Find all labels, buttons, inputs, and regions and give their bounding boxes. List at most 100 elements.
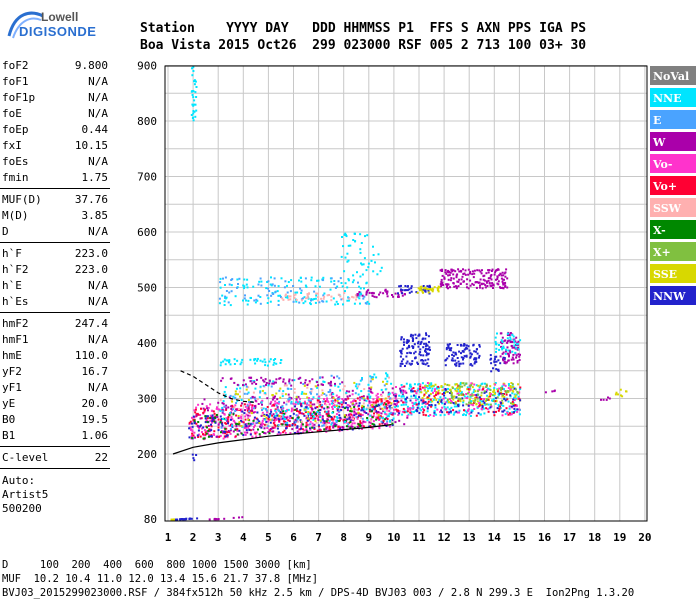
data-point xyxy=(497,409,500,412)
data-point xyxy=(503,361,506,363)
data-point xyxy=(356,426,359,428)
data-point xyxy=(291,379,294,382)
data-point xyxy=(503,397,506,400)
data-point xyxy=(395,404,398,407)
data-point xyxy=(411,360,414,363)
data-point xyxy=(489,403,492,406)
param-name: yF1 xyxy=(2,381,22,394)
data-point xyxy=(422,407,425,410)
data-point xyxy=(267,431,270,433)
data-point xyxy=(371,405,373,408)
data-point xyxy=(295,298,298,301)
data-point xyxy=(384,418,387,421)
data-point xyxy=(280,277,283,280)
data-point xyxy=(264,378,267,381)
data-point xyxy=(316,429,319,432)
data-point xyxy=(481,287,484,290)
data-point xyxy=(447,278,450,281)
data-point xyxy=(474,390,477,393)
data-point xyxy=(193,422,196,425)
data-point xyxy=(421,386,424,389)
param-row: hmF1 N/A xyxy=(2,332,108,348)
data-point xyxy=(230,408,233,410)
data-point xyxy=(245,413,248,416)
data-point xyxy=(278,421,281,423)
data-point xyxy=(306,295,309,298)
data-point xyxy=(391,391,394,394)
data-point xyxy=(414,395,417,398)
param-row: fxI 10.15 xyxy=(2,138,108,154)
data-point xyxy=(381,407,384,410)
data-point xyxy=(330,423,333,426)
data-point xyxy=(355,408,358,411)
param-name: h`F xyxy=(2,247,22,260)
data-point xyxy=(419,286,422,289)
data-point xyxy=(253,431,256,434)
data-point xyxy=(433,395,436,398)
data-point xyxy=(256,418,259,421)
data-point xyxy=(322,380,325,383)
data-point xyxy=(347,404,350,407)
data-point xyxy=(436,408,439,411)
data-point xyxy=(501,414,504,417)
data-point xyxy=(479,286,481,289)
data-point xyxy=(303,296,306,299)
param-name: MUF(D) xyxy=(2,193,42,206)
data-point xyxy=(341,398,344,400)
data-point xyxy=(224,386,227,389)
data-point xyxy=(366,397,369,400)
data-point xyxy=(188,423,191,425)
data-point xyxy=(351,295,354,298)
data-point xyxy=(250,412,253,415)
data-point xyxy=(505,348,507,351)
data-point xyxy=(358,291,361,294)
data-point xyxy=(406,289,409,292)
data-point xyxy=(346,252,349,255)
param-divider xyxy=(0,188,110,189)
data-point xyxy=(408,288,411,291)
data-point xyxy=(510,382,513,384)
data-point xyxy=(361,294,364,297)
data-point xyxy=(428,394,431,397)
data-point xyxy=(274,402,277,405)
data-point xyxy=(250,379,253,382)
data-point xyxy=(260,401,263,404)
data-point xyxy=(408,291,411,294)
data-point xyxy=(349,419,352,422)
y-tick-label: 600 xyxy=(137,226,157,239)
data-point xyxy=(249,433,252,436)
data-point xyxy=(449,402,452,404)
data-point xyxy=(246,404,249,407)
data-point xyxy=(223,395,226,398)
data-point xyxy=(196,434,199,437)
data-point xyxy=(308,381,311,384)
data-point xyxy=(483,391,486,394)
data-point xyxy=(423,287,426,290)
data-point xyxy=(295,300,298,303)
data-point xyxy=(379,291,382,294)
data-point xyxy=(312,411,315,414)
data-point xyxy=(338,414,341,417)
data-point xyxy=(247,414,250,417)
data-point xyxy=(469,400,472,403)
data-point xyxy=(331,396,334,399)
data-point xyxy=(495,399,498,402)
data-point xyxy=(444,271,447,274)
data-point xyxy=(325,427,328,430)
data-point xyxy=(415,391,418,394)
data-point xyxy=(428,341,430,344)
data-point xyxy=(499,287,502,289)
data-point xyxy=(358,407,360,410)
data-point xyxy=(415,392,418,395)
data-point xyxy=(285,422,287,424)
data-point xyxy=(269,358,272,361)
data-point xyxy=(286,296,289,299)
data-point xyxy=(209,435,212,438)
data-point xyxy=(412,345,415,348)
data-point xyxy=(191,416,193,419)
data-point xyxy=(303,400,306,403)
data-point xyxy=(248,411,251,414)
data-point xyxy=(509,332,512,334)
data-point xyxy=(377,403,380,406)
data-point xyxy=(195,422,198,425)
